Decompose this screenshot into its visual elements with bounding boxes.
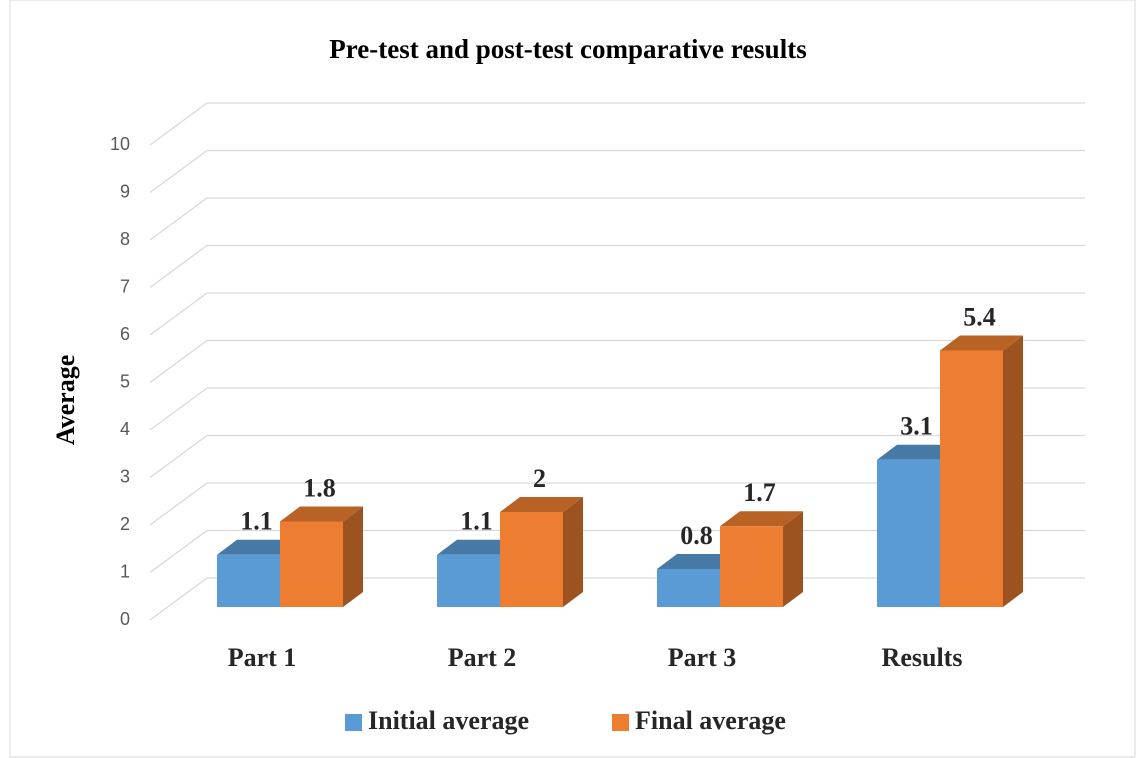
y-tick-label: 5 bbox=[120, 371, 130, 391]
chart-frame bbox=[9, 0, 1136, 758]
y-tick-label: 9 bbox=[120, 181, 130, 201]
grid-line-depth bbox=[149, 529, 208, 574]
grid-line-depth bbox=[149, 292, 208, 336]
y-tick-label: 4 bbox=[120, 419, 130, 439]
y-axis-label: Average bbox=[51, 355, 80, 445]
data-label: 1.8 bbox=[303, 473, 336, 502]
grid-line-depth bbox=[149, 197, 208, 241]
bar bbox=[500, 497, 583, 607]
bar-top bbox=[720, 511, 803, 527]
bar bbox=[940, 335, 1023, 607]
bar bbox=[720, 511, 803, 607]
y-tick-label: 6 bbox=[120, 324, 130, 344]
data-label: 1.1 bbox=[240, 507, 273, 536]
bar-side bbox=[1003, 335, 1023, 607]
x-tick-label: Part 2 bbox=[448, 643, 517, 672]
legend-label: Final average bbox=[635, 706, 786, 735]
y-tick-label: 3 bbox=[120, 466, 130, 486]
data-label: 0.8 bbox=[680, 521, 713, 550]
data-label: 2 bbox=[533, 464, 546, 493]
y-tick-label: 10 bbox=[110, 134, 130, 154]
bar-front bbox=[217, 554, 280, 607]
bar-top bbox=[217, 539, 300, 555]
bar-top bbox=[877, 444, 960, 460]
bar-front bbox=[720, 526, 783, 607]
bar-side bbox=[563, 497, 583, 607]
bar-front bbox=[877, 459, 940, 607]
grid-line-depth bbox=[149, 434, 208, 479]
x-tick-label: Results bbox=[882, 643, 963, 672]
grid-line-depth bbox=[149, 387, 208, 431]
bar-front bbox=[437, 554, 500, 607]
data-label: 1.7 bbox=[743, 478, 776, 507]
grid-line-depth bbox=[149, 244, 208, 289]
legend-swatch bbox=[345, 714, 362, 731]
bar-front bbox=[940, 350, 1003, 607]
bar-side bbox=[783, 511, 803, 607]
grid-line-depth bbox=[149, 577, 208, 621]
data-label: 3.1 bbox=[900, 412, 933, 441]
data-label: 5.4 bbox=[963, 302, 996, 331]
y-tick-label: 1 bbox=[120, 561, 130, 581]
grid-line-depth bbox=[149, 149, 208, 194]
grid-line-depth bbox=[149, 102, 208, 146]
legend-swatch bbox=[612, 714, 629, 731]
y-tick-label: 8 bbox=[120, 229, 130, 249]
bar-top bbox=[500, 497, 583, 512]
bar-side bbox=[343, 506, 363, 607]
bar-front bbox=[500, 512, 563, 607]
chart-title: Pre-test and post-test comparative resul… bbox=[329, 34, 806, 64]
bar-top bbox=[280, 506, 363, 522]
y-tick-label: 2 bbox=[120, 514, 130, 534]
x-tick-label: Part 1 bbox=[228, 643, 297, 672]
x-tick-label: Part 3 bbox=[668, 643, 737, 672]
legend-label: Initial average bbox=[368, 706, 529, 735]
bar-top bbox=[940, 335, 1023, 351]
data-label: 1.1 bbox=[460, 507, 493, 536]
grid-line-depth bbox=[149, 339, 208, 384]
bar-top bbox=[657, 554, 740, 569]
bar bbox=[280, 506, 363, 607]
y-tick-label: 7 bbox=[120, 276, 130, 296]
y-tick-label: 0 bbox=[120, 609, 130, 629]
grid-line-depth bbox=[149, 482, 208, 526]
bar-front bbox=[280, 521, 343, 607]
bar-front bbox=[657, 569, 720, 607]
bar-top bbox=[437, 539, 520, 555]
